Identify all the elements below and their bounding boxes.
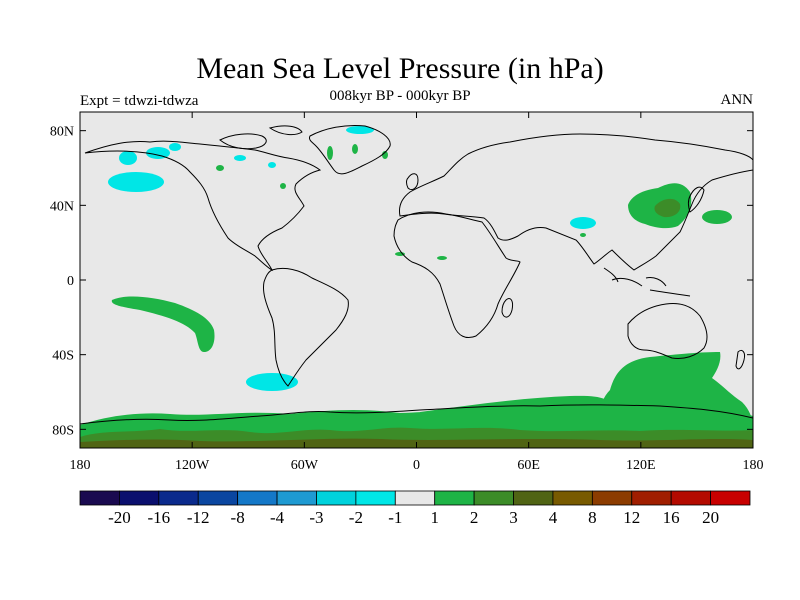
colorbar-label: -8 — [231, 508, 245, 527]
coastline-south-america — [263, 267, 349, 387]
map-subtitle: 008kyr BP - 000kyr BP — [329, 88, 471, 104]
bering-anomaly — [146, 147, 170, 159]
colorbar-label: -20 — [108, 508, 131, 527]
hudson-anomaly — [234, 155, 246, 161]
colorbar-box — [158, 490, 199, 506]
east-asia-core-anomaly — [654, 198, 681, 218]
north-pacific-anomaly — [108, 172, 164, 192]
lat-tick-label: 40S — [52, 349, 74, 364]
colorbar-label: 3 — [509, 508, 518, 527]
colorbar-box — [355, 490, 396, 506]
colorbar-box — [316, 490, 357, 506]
chukchi-anomaly — [119, 151, 137, 165]
canada-anomaly-2 — [280, 183, 286, 189]
colorbar-box — [631, 490, 672, 506]
nw-pacific-anomaly — [702, 210, 732, 224]
lat-tick-label: 80N — [50, 125, 74, 140]
colorbar-label: -16 — [147, 508, 170, 527]
coastline-greenland — [309, 125, 391, 175]
coastline-australia — [627, 303, 708, 359]
colorbar-label: -3 — [309, 508, 323, 527]
drake-passage-anomaly — [246, 373, 298, 391]
sahel-anomaly — [395, 252, 405, 256]
colorbar-box — [276, 490, 317, 506]
colorbar-box — [552, 490, 593, 506]
south-pacific-anomaly — [111, 296, 215, 352]
colorbar-box — [394, 490, 436, 506]
lon-tick-label: 60W — [291, 458, 319, 473]
coastline-japan — [688, 186, 705, 213]
coastline-africa — [393, 211, 521, 339]
map-title: Mean Sea Level Pressure (in hPa) — [196, 52, 604, 85]
tibet-anomaly — [570, 217, 596, 229]
colorbar-box — [710, 490, 751, 506]
colorbar-label: -4 — [270, 508, 285, 527]
lon-tick-label: 180 — [743, 458, 764, 473]
colorbar-box — [670, 490, 711, 506]
colorbar-label: -12 — [187, 508, 210, 527]
colorbar-labels: -20 -16 -12 -8 -4 -3 -2 -1 1 2 3 4 8 12 16 20 — [108, 508, 719, 527]
colorbar-box — [79, 490, 120, 506]
lat-tick-label: 80S — [52, 423, 74, 438]
longitude-axis: 180 120W 60W 0 60E 120E 180 — [70, 112, 764, 473]
colorbar-label: 8 — [588, 508, 597, 527]
greenland-anomaly-2 — [352, 144, 358, 154]
colorbar-box — [237, 490, 278, 506]
lat-tick-label: 40N — [50, 199, 74, 214]
colorbar-label: 12 — [623, 508, 640, 527]
greenland-anomaly-1 — [327, 146, 333, 160]
colorbar-box — [119, 490, 160, 506]
lon-tick-label: 120W — [175, 458, 210, 473]
canada-anomaly — [216, 165, 224, 171]
lon-tick-label: 60E — [517, 458, 540, 473]
arctic-anomaly — [169, 143, 181, 151]
lon-tick-label: 120E — [626, 458, 656, 473]
coastline-arctic-islands — [219, 125, 303, 150]
colorbar-box — [197, 490, 239, 506]
chad-anomaly — [437, 256, 447, 260]
coastline-eurasia — [399, 133, 753, 271]
coastline-antarctica — [80, 404, 753, 425]
coastline-maritime-continent — [603, 267, 691, 297]
barents-anomaly — [346, 126, 374, 134]
colorbar-label: 1 — [430, 508, 439, 527]
colorbar-label: 2 — [470, 508, 479, 527]
colorbar-boxes — [79, 490, 751, 506]
colorbar-box — [591, 490, 633, 506]
colorbar-label: 16 — [663, 508, 680, 527]
labrador-anomaly — [268, 162, 276, 168]
lon-tick-label: 0 — [413, 458, 420, 473]
coastline-britain — [406, 173, 419, 191]
colorbar-label: 20 — [702, 508, 719, 527]
colorbar-box — [473, 490, 514, 506]
tibet-green-anomaly — [580, 233, 586, 237]
colorbar-box — [434, 490, 475, 506]
lat-tick-label: 0 — [67, 274, 74, 289]
colorbar-label: 4 — [549, 508, 558, 527]
colorbar-label: -1 — [388, 508, 402, 527]
latitude-axis: 80N 40N 0 40S 80S — [50, 125, 753, 438]
coastlines — [80, 125, 753, 425]
coastline-new-zealand — [735, 349, 745, 370]
period-label: ANN — [720, 92, 754, 108]
lon-tick-label: 180 — [70, 458, 91, 473]
colorbar-label: -2 — [349, 508, 363, 527]
experiment-label: Expt = tdwzi-tdwza — [80, 93, 199, 109]
colorbar-box — [513, 490, 554, 506]
coastline-madagascar — [501, 297, 513, 318]
